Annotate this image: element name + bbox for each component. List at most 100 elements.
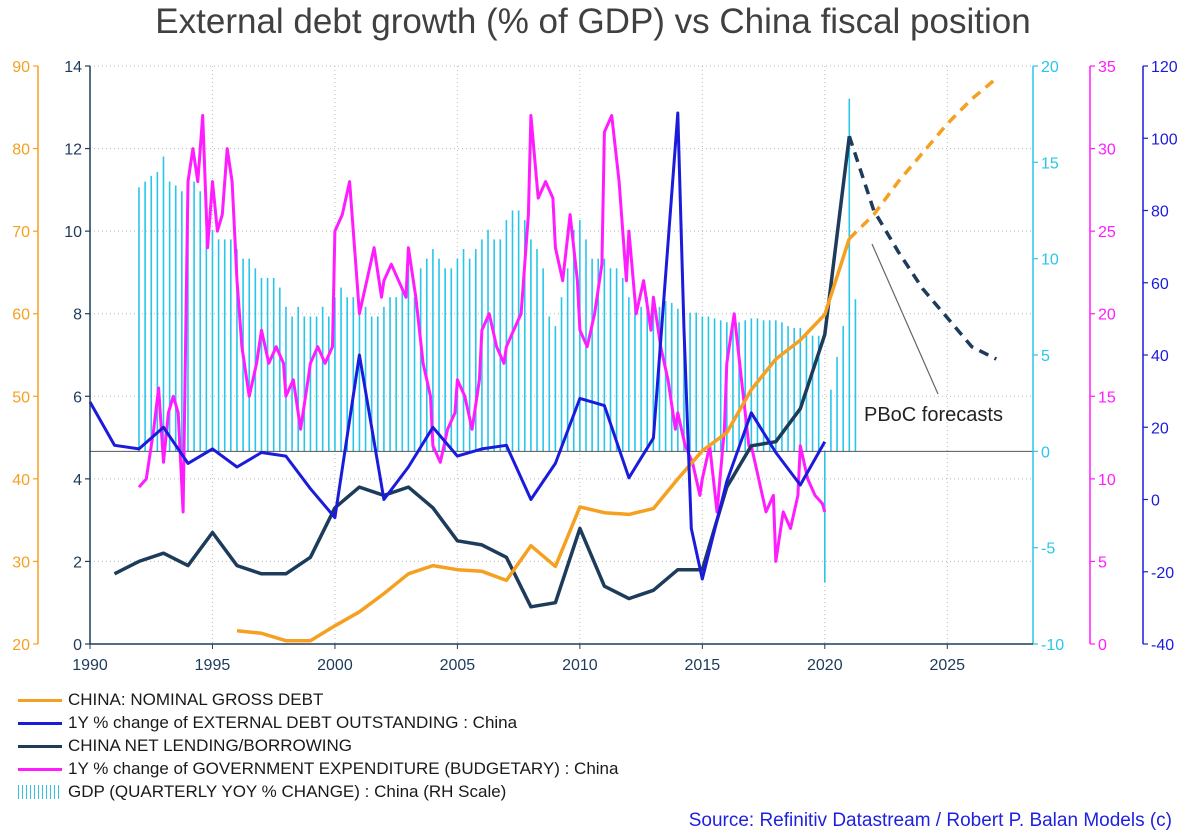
gdp-bar (162, 156, 165, 452)
legend-label: CHINA: NOMINAL GROSS DEBT (68, 689, 324, 709)
gdp-bar (530, 239, 532, 452)
gdp-bar (787, 326, 789, 452)
gdp-bar (640, 306, 642, 452)
gdp-bar (334, 297, 336, 452)
axis-tick-label: 60 (1151, 276, 1169, 293)
axis-tick-label: 0 (1098, 637, 1107, 654)
gdp-bar (425, 258, 428, 452)
legend-item-gross-debt: CHINA: NOMINAL GROSS DEBT (18, 688, 618, 711)
gdp-bar (548, 316, 551, 452)
gdp-bar (560, 297, 563, 452)
gdp-bar (591, 258, 593, 452)
gdp-bar (370, 316, 373, 452)
axis-tick-label: -20 (1151, 565, 1174, 582)
axis-tick-label: 120 (1151, 59, 1178, 76)
gdp-bar (493, 239, 495, 452)
gdp-bar (842, 326, 844, 452)
axis-tick-label: 0 (1151, 493, 1160, 510)
gdp-bar (505, 220, 508, 452)
gdp-bar (811, 335, 814, 452)
gdp-bar (260, 277, 263, 452)
gdp-bar (762, 320, 765, 452)
gdp-bar (346, 297, 348, 452)
gdp-bar (456, 258, 459, 452)
gdp-bar (211, 229, 214, 452)
axis-tick-label: 10 (64, 224, 82, 241)
net-lending-forecast-line (847, 135, 998, 361)
gdp-bar (597, 258, 600, 452)
gdp-bar (848, 98, 851, 452)
x-tick-label: 2000 (317, 657, 353, 674)
gdp-bar (658, 306, 661, 452)
gdp-bar (150, 175, 153, 452)
gdp-bar (254, 268, 257, 452)
gdp-bar (646, 297, 649, 452)
gdp-bar (395, 297, 397, 452)
gdp-bar (695, 312, 698, 452)
x-tick-label: 2005 (440, 657, 476, 674)
gdp-bar (383, 306, 385, 452)
axis-tick-label: -10 (1041, 637, 1064, 654)
gdp-bar (499, 239, 502, 452)
gdp-bar (303, 316, 306, 452)
gdp-bar (566, 268, 569, 452)
gdp-bar (817, 335, 820, 452)
gdp-bar (664, 301, 667, 452)
annotation-label: PBoC forecasts (864, 404, 1003, 426)
gdp-bar (309, 316, 312, 452)
axis-tick-label: 30 (12, 554, 30, 571)
x-tick-label: 2010 (562, 657, 598, 674)
gdp-bar (517, 210, 520, 452)
external-debt-line (88, 111, 827, 581)
gdp-bar (144, 181, 146, 452)
gdp-bar (315, 316, 318, 452)
axis-tick-label: 20 (12, 637, 30, 654)
axis-tick-label: 90 (12, 59, 30, 76)
gov-expenditure-line (137, 114, 827, 563)
gross-debt-line (236, 238, 851, 643)
x-tick-label: 1995 (195, 657, 231, 674)
gdp-bar (652, 301, 655, 452)
gdp-bar (450, 268, 453, 452)
gdp-bar (775, 320, 777, 452)
gdp-bar (793, 328, 795, 452)
legend-label: 1Y % change of EXTERNAL DEBT OUTSTANDING… (68, 712, 518, 732)
gdp-bar (768, 320, 771, 452)
axis-tick-label: 20 (1151, 420, 1169, 437)
gdp-bar (168, 181, 171, 452)
legend-label: 1Y % change of GOVERNMENT EXPENDITURE (B… (68, 758, 619, 778)
gdp-bar (572, 229, 575, 452)
axis-tick-label: 10 (1041, 252, 1059, 269)
gdp-bar (713, 318, 716, 452)
gdp-bar (193, 181, 195, 452)
gdp-bar (683, 306, 685, 452)
gdp-bar (603, 258, 606, 452)
gdp-bar (468, 258, 471, 452)
gdp-bar (413, 297, 416, 452)
x-tick-label: 2015 (685, 657, 721, 674)
gdp-bar (609, 268, 612, 452)
axis-tick-label: 5 (1041, 348, 1050, 365)
gdp-bar (205, 210, 208, 452)
gdp-bar (799, 328, 802, 452)
axis-tick-label: 8 (73, 307, 82, 324)
axis-tick-label: 10 (1098, 472, 1116, 489)
line-layer (88, 77, 998, 643)
gdp-bar (419, 268, 422, 452)
legend-item-net-lending: CHINA NET LENDING/BORROWING (18, 734, 618, 757)
axis-tick-label: 20 (1098, 307, 1116, 324)
gdp-bar (628, 297, 630, 452)
axis-tick-label: 0 (1041, 444, 1050, 461)
axis-tick-label: 4 (73, 472, 82, 489)
gdp-bar (364, 306, 367, 452)
source-credit: Source: Refinitiv Datastream / Robert P.… (688, 810, 1172, 831)
gdp-bar (407, 268, 410, 452)
gdp-bar (536, 249, 538, 452)
axis-tick-label: 15 (1098, 389, 1116, 406)
axis-tick-label: 80 (1151, 204, 1169, 221)
gdp-bar (432, 249, 434, 452)
axis-tick-label: 5 (1098, 554, 1107, 571)
gdp-bar (279, 287, 281, 452)
x-tick-label: 2025 (929, 657, 965, 674)
